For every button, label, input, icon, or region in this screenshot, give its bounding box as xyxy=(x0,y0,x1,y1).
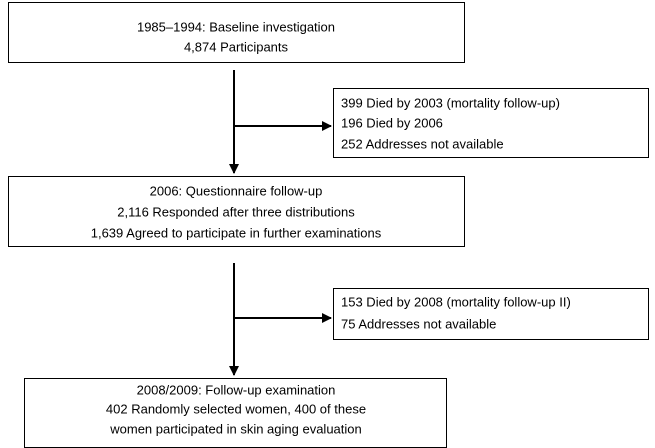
box-text: 2,116 Responded after three distribution… xyxy=(117,204,355,219)
box-text: 2008/2009: Follow-up examination xyxy=(137,382,336,397)
exclusion-text: 153 Died by 2008 (mortality follow-up II… xyxy=(341,294,571,309)
exclusion-box xyxy=(333,288,649,340)
box-text: women participated in skin aging evaluat… xyxy=(109,421,362,436)
exclusion-text: 399 Died by 2003 (mortality follow-up) xyxy=(341,95,560,110)
box xyxy=(8,176,465,247)
box xyxy=(8,2,465,63)
exclusion-text: 75 Addresses not available xyxy=(341,316,496,331)
box-text: 1,639 Agreed to participate in further e… xyxy=(91,225,382,240)
box-text: 4,874 Participants xyxy=(184,39,289,54)
exclusion-text: 196 Died by 2006 xyxy=(341,115,443,130)
exclusion-box xyxy=(333,88,649,158)
exclusion-text: 252 Addresses not available xyxy=(341,136,504,151)
box-text: 2006: Questionnaire follow-up xyxy=(150,183,323,198)
box-text: 1985–1994: Baseline investigation xyxy=(137,19,335,34)
box xyxy=(24,378,447,448)
box-text: 402 Randomly selected women, 400 of thes… xyxy=(106,401,366,416)
